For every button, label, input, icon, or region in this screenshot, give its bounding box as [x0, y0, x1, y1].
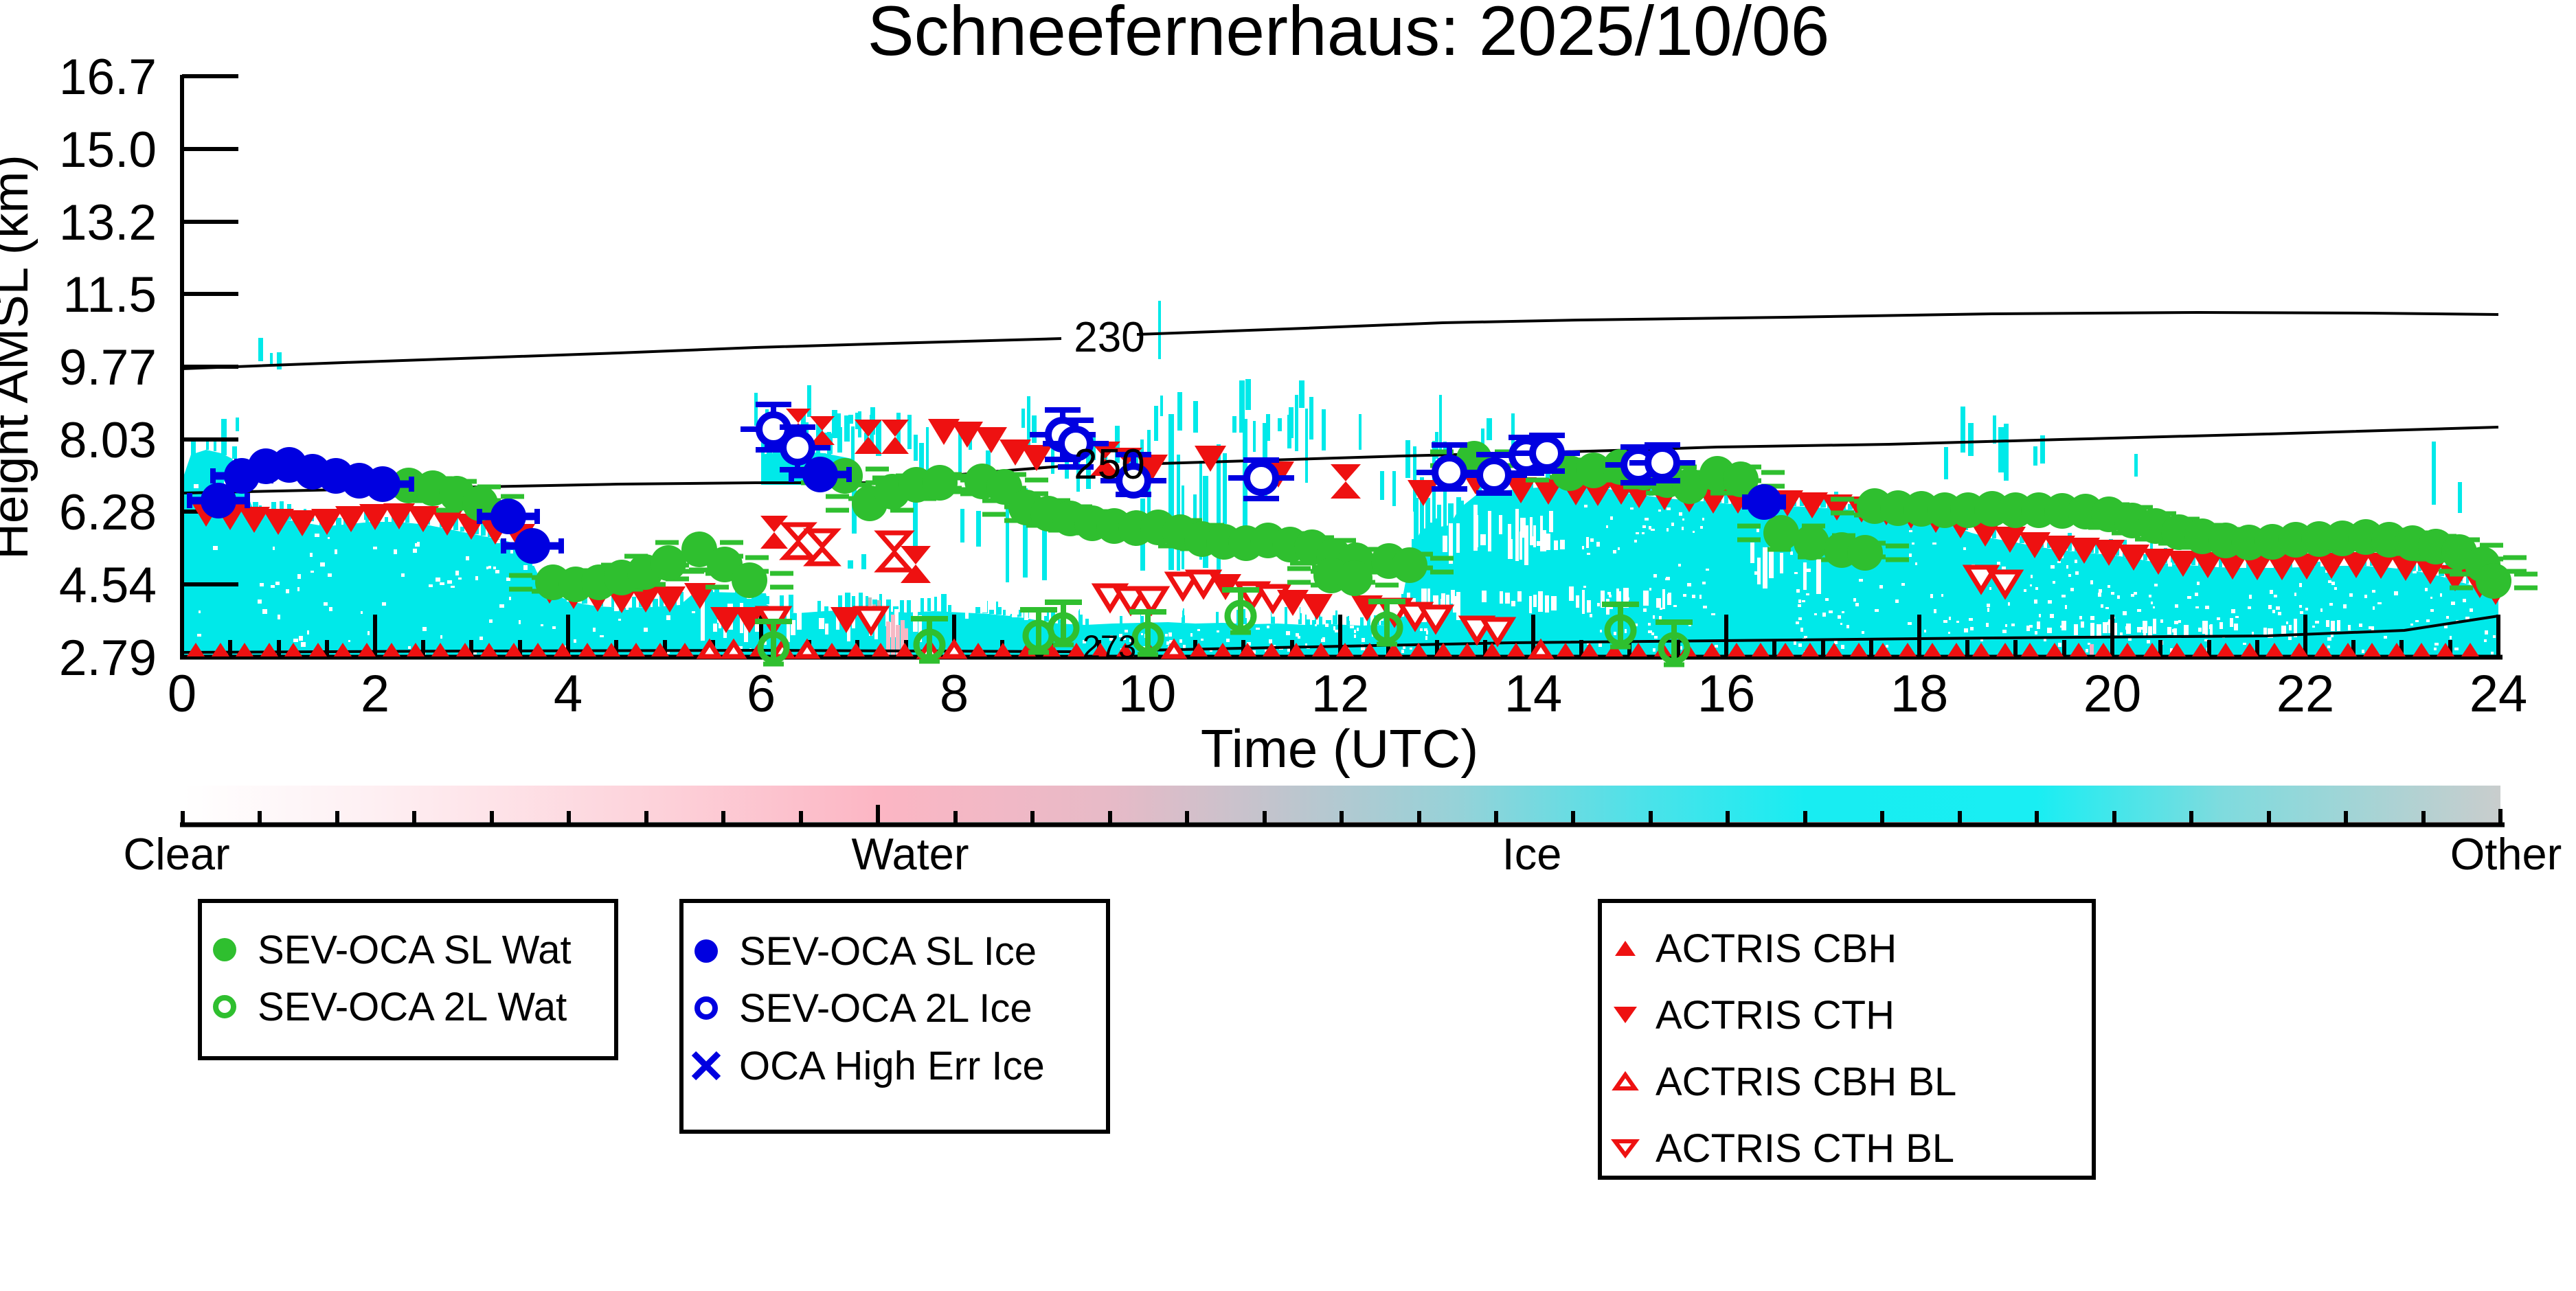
svg-text:OCA High Err Ice: OCA High Err Ice [739, 1044, 1045, 1088]
svg-text:8: 8 [940, 665, 969, 723]
svg-text:SEV-OCA 2L Wat: SEV-OCA 2L Wat [258, 985, 567, 1029]
svg-text:20: 20 [2083, 665, 2142, 723]
svg-text:ACTRIS CBH: ACTRIS CBH [1656, 926, 1897, 971]
svg-text:18: 18 [1890, 665, 1949, 723]
svg-text:4.54: 4.54 [59, 558, 157, 613]
svg-text:ACTRIS CTH BL: ACTRIS CTH BL [1656, 1126, 1954, 1171]
svg-text:12: 12 [1311, 665, 1370, 723]
svg-text:Clear: Clear [123, 829, 229, 879]
svg-text:SEV-OCA 2L Ice: SEV-OCA 2L Ice [739, 986, 1032, 1031]
svg-text:16.7: 16.7 [59, 49, 157, 105]
svg-text:0: 0 [168, 665, 196, 723]
svg-text:230: 230 [1074, 314, 1144, 361]
svg-text:14: 14 [1504, 665, 1563, 723]
svg-text:SEV-OCA SL Wat: SEV-OCA SL Wat [258, 928, 572, 972]
svg-text:10: 10 [1118, 665, 1177, 723]
svg-text:273: 273 [1083, 628, 1136, 665]
svg-text:6.28: 6.28 [59, 485, 157, 540]
svg-text:8.03: 8.03 [59, 413, 157, 468]
svg-text:2.79: 2.79 [59, 630, 157, 686]
svg-text:ACTRIS CBH BL: ACTRIS CBH BL [1656, 1060, 1956, 1104]
svg-text:Schneefernerhaus: 2025/10/06: Schneefernerhaus: 2025/10/06 [868, 0, 1830, 70]
svg-text:Ice: Ice [1502, 829, 1562, 879]
svg-text:Water: Water [852, 829, 969, 879]
svg-text:Height AMSL (km): Height AMSL (km) [0, 155, 38, 560]
svg-text:9.77: 9.77 [59, 340, 157, 396]
svg-text:13.2: 13.2 [59, 195, 157, 251]
svg-text:ACTRIS CTH: ACTRIS CTH [1656, 993, 1895, 1038]
svg-text:16: 16 [1697, 665, 1756, 723]
svg-text:6: 6 [747, 665, 776, 723]
svg-text:4: 4 [554, 665, 583, 723]
svg-text:Time (UTC): Time (UTC) [1201, 718, 1478, 779]
svg-text:2: 2 [361, 665, 389, 723]
svg-text:15.0: 15.0 [59, 122, 157, 178]
svg-text:22: 22 [2276, 665, 2335, 723]
svg-text:24: 24 [2470, 665, 2528, 723]
svg-text:250: 250 [1074, 441, 1144, 488]
svg-text:SEV-OCA SL Ice: SEV-OCA SL Ice [739, 929, 1037, 974]
svg-text:11.5: 11.5 [63, 267, 157, 323]
svg-text:Other: Other [2450, 829, 2562, 879]
